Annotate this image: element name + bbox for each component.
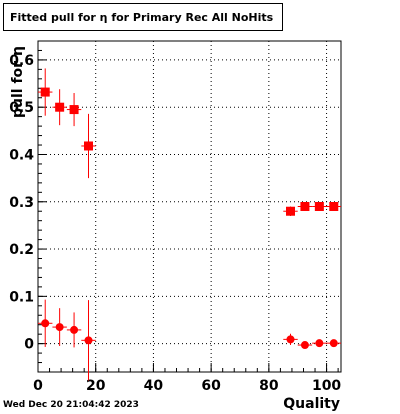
data-point-s1-p0 xyxy=(41,319,50,328)
data-point-s0-p7 xyxy=(329,202,339,211)
data-point-s1-p2 xyxy=(70,325,79,334)
y-tick-label-0: 0 xyxy=(24,337,34,353)
data-point-s1-p6 xyxy=(315,339,324,348)
data-point-s1-p4 xyxy=(286,335,295,344)
y-axis-label-symbol: η xyxy=(10,46,26,57)
x-tick-label-3: 60 xyxy=(201,378,221,394)
y-tick-label-1: 0.1 xyxy=(9,289,34,305)
chart-title: Fitted pull for η for Primary Rec All No… xyxy=(4,11,273,24)
y-axis-label: pull for η xyxy=(10,46,26,118)
data-point-s1-p7 xyxy=(329,339,338,348)
y-tick-label-4: 0.4 xyxy=(9,147,34,163)
data-point-s0-p3 xyxy=(84,141,93,151)
x-axis-label: Quality xyxy=(283,396,340,412)
x-tick-label-0: 0 xyxy=(33,378,43,394)
chart-title-part-1: Fitted pull for xyxy=(10,10,100,24)
y-tick-label-6: 0.6 xyxy=(9,53,34,69)
chart-title-box: Fitted pull for η for Primary Rec All No… xyxy=(3,3,283,31)
chart-title-part-2: for Primary Rec All NoHits xyxy=(107,10,274,24)
data-point-s1-p1 xyxy=(55,323,64,332)
y-tick-label-3: 0.3 xyxy=(9,195,34,211)
data-point-s0-p1 xyxy=(55,102,65,112)
data-point-s0-p5 xyxy=(300,202,310,211)
y-tick-label-2: 0.2 xyxy=(9,242,34,258)
data-point-s0-p4 xyxy=(286,206,295,216)
data-point-s0-p0 xyxy=(40,87,50,97)
data-point-s1-p5 xyxy=(300,341,309,350)
y-axis-label-text: pull for xyxy=(10,56,26,118)
x-tick-label-4: 80 xyxy=(259,378,279,394)
y-tick-label-5: 0.5 xyxy=(9,100,34,116)
data-point-s1-p3 xyxy=(84,336,93,345)
plot-frame xyxy=(37,40,342,373)
x-tick-label-5: 100 xyxy=(312,378,341,394)
data-point-s0-p6 xyxy=(314,202,324,211)
timestamp: Wed Dec 20 21:04:42 2023 xyxy=(3,400,139,410)
data-point-s0-p2 xyxy=(69,105,79,115)
chart-title-symbol: η xyxy=(99,10,108,24)
x-tick-label-1: 20 xyxy=(86,378,106,394)
x-tick-label-2: 40 xyxy=(144,378,164,394)
